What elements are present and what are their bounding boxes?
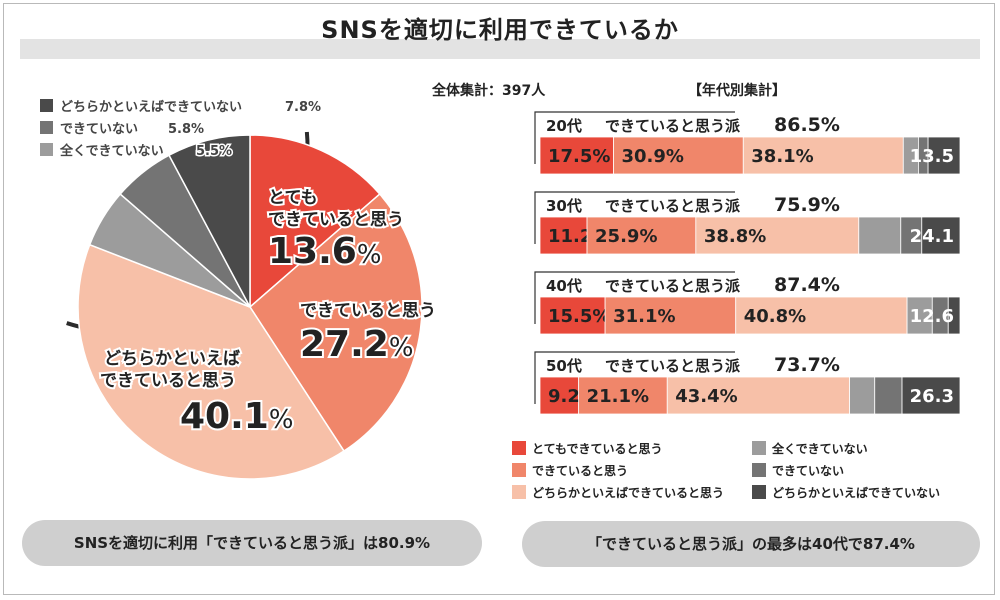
bar-age-2: 40代	[546, 277, 582, 295]
pie-legend-label-cannot: できていない	[60, 122, 138, 137]
bar-legend-label-somewhat_cannot: どちらかといえばできていない	[772, 485, 940, 500]
bar-label-0-can: 30.9%	[622, 146, 684, 167]
bar-bracket-2	[534, 271, 735, 324]
bar-seg-0-can	[613, 136, 744, 175]
bar-legend-label-can: できていると思う	[532, 464, 628, 478]
bar-legend-label-not_at_all: 全くできていない	[771, 441, 868, 456]
bar-bracket-3	[534, 351, 735, 404]
bar-legend-swatch-somewhat_cannot	[752, 485, 766, 499]
pie-label-very-line1: とても	[268, 188, 318, 208]
bar-seg-3-not_at_all	[849, 376, 876, 415]
bar-legend-swatch-cannot	[752, 463, 766, 477]
pie-legend-swatch-cannot	[40, 121, 53, 134]
bar-label-2-somewhat_can: 40.8%	[744, 306, 806, 327]
pie-value-somewhat_can: 40.1%	[180, 396, 293, 437]
bar-label-2-very: 15.5%	[548, 306, 610, 327]
bar-seg-0-very	[539, 136, 614, 175]
bar-label-1-somewhat_can: 38.8%	[704, 226, 766, 247]
pie-value-very: 13.6%	[268, 231, 381, 272]
pie-label-somewhat_can-line1: どちらかといえば	[104, 349, 240, 369]
bar-label-2-can: 31.1%	[613, 306, 675, 327]
bar-age-0: 20代	[546, 117, 582, 135]
pie-slice-very	[249, 134, 381, 309]
bar-total-0: 86.5%	[774, 114, 840, 136]
pie-label-can-line1: できていると思う	[300, 301, 436, 321]
bar-bracket-0	[534, 111, 735, 164]
pie-legend-label-not_at_all: 全くできていない	[59, 143, 164, 159]
bar-legend-label-cannot: できていない	[772, 464, 844, 478]
bar-legend-swatch-can	[512, 463, 526, 477]
total-label: 全体集計：397人	[431, 82, 546, 99]
pie-slice-somewhat_cannot	[168, 134, 251, 308]
summary-left-pill: SNSを適切に利用「できていると思う派」は80.9%	[22, 520, 482, 566]
bar-age-1: 30代	[546, 197, 582, 215]
bar-seg-1-somewhat_can	[695, 216, 860, 255]
pie-label-somewhat_can-line2: できていると思う	[100, 371, 236, 391]
bar-seg-3-cannot	[874, 376, 903, 415]
bar-seg-1-somewhat_cannot	[921, 216, 961, 255]
bar-label-3-somewhat_can: 43.4%	[675, 386, 737, 407]
pie-label-very-line2: できていると思う	[268, 210, 404, 230]
bar-caption-3: できていると思う派	[605, 357, 741, 375]
summary-right-pill: 「できていると思う派」の最多は40代で87.4%	[522, 521, 980, 567]
title-band	[20, 39, 980, 59]
pie-legend-swatch-not_at_all	[40, 143, 53, 156]
bar-seg-2-somewhat_can	[735, 296, 908, 335]
bar-caption-1: できていると思う派	[605, 197, 741, 215]
bar-seg-0-somewhat_cannot	[927, 136, 961, 175]
bar-seg-2-somewhat_cannot	[947, 296, 961, 335]
by-age-title: 【年代別集計】	[688, 82, 786, 99]
bar-seg-3-somewhat_can	[666, 376, 850, 415]
bar-seg-0-somewhat_can	[742, 136, 904, 175]
bar-seg-1-not_at_all	[858, 216, 902, 255]
bar-label-1-somewhat_cannot: 24.1	[910, 226, 954, 247]
pie-slice-can	[249, 193, 423, 453]
bar-label-1-can: 25.9%	[595, 226, 657, 247]
pie-slice-somewhat_can	[77, 243, 346, 480]
bar-label-0-somewhat_can: 38.1%	[751, 146, 813, 167]
bar-seg-1-can	[586, 216, 697, 255]
bar-label-3-can: 21.1%	[587, 386, 649, 407]
bar-total-3: 73.7%	[774, 354, 840, 376]
bar-legend-swatch-somewhat_can	[512, 485, 526, 499]
bar-seg-2-can	[604, 296, 737, 335]
bar-caption-0: できていると思う派	[605, 117, 741, 135]
pie-legend-swatch-somewhat_cannot	[40, 99, 53, 112]
bar-legend-label-very: とてもできていると思う	[532, 442, 663, 456]
chart-title: SNSを適切に利用できているか	[321, 16, 679, 44]
bar-caption-2: できていると思う派	[605, 277, 741, 295]
bar-legend-label-somewhat_can: どちらかといえばできていると思う	[532, 485, 724, 500]
pie-legend-value-not_at_all: 5.5%	[196, 144, 232, 159]
bar-total-1: 75.9%	[774, 194, 840, 216]
bar-bracket-1	[534, 191, 735, 244]
bar-label-2-somewhat_cannot: 12.6	[910, 306, 954, 327]
bar-label-0-very: 17.5%	[548, 146, 610, 167]
pie-legend-value-somewhat_cannot: 7.8%	[285, 100, 321, 115]
pie-legend-value-cannot: 5.8%	[168, 122, 204, 137]
bar-seg-1-very	[539, 216, 588, 255]
bar-label-0-somewhat_cannot: 13.5	[910, 146, 954, 167]
bar-legend-swatch-not_at_all	[752, 441, 766, 455]
pie-value-can: 27.2%	[300, 324, 413, 365]
bar-label-3-somewhat_cannot: 26.3	[910, 386, 954, 407]
bar-total-2: 87.4%	[774, 274, 840, 296]
pie-legend-label-somewhat_cannot: どちらかといえばできていない	[60, 100, 242, 115]
bar-age-3: 50代	[546, 357, 582, 375]
bar-legend-swatch-very	[512, 441, 526, 455]
bar-seg-3-somewhat_cannot	[901, 376, 961, 415]
